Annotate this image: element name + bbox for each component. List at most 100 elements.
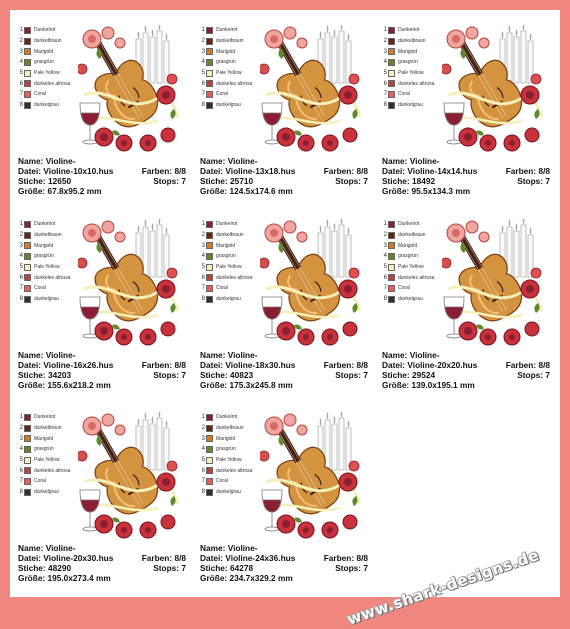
- legend-number: 6: [201, 274, 205, 281]
- watermark-text: www.shark-designs.de: [345, 545, 542, 629]
- legend-number: 5: [201, 457, 205, 464]
- design-name: Violine-: [409, 350, 440, 360]
- legend-row: 7 Coral: [18, 89, 98, 100]
- design-name: Violine-: [45, 156, 76, 166]
- color-swatch: [24, 69, 31, 77]
- design-info: Name: Violine- Datei: Violine-10x10.hus …: [18, 156, 186, 196]
- roses: [260, 220, 360, 346]
- legend-number: 7: [19, 285, 23, 292]
- color-swatch: [24, 435, 31, 443]
- stitches-label: Stiche:: [382, 370, 410, 380]
- stitches-label: Stiche:: [18, 176, 46, 186]
- legend-number: 1: [19, 27, 23, 34]
- legend-row: 6 dunkeles altrosa: [200, 465, 280, 476]
- legend-row: 3 Marigold: [382, 240, 462, 251]
- ribbon: [447, 91, 544, 118]
- stops-label: Stops:: [335, 563, 362, 573]
- legend-color-name: dunkelbraun: [34, 425, 62, 432]
- color-swatch: [206, 295, 213, 303]
- legend-row: 8 dunkelgrau: [18, 294, 98, 305]
- legend-color-name: Coral: [34, 285, 46, 292]
- legend-color-name: Dunkelrot: [34, 221, 56, 228]
- color-swatch: [24, 424, 31, 432]
- colors-label: Farben:: [505, 360, 537, 370]
- legend-color-name: Pale Yellow: [216, 264, 242, 271]
- legend-row: 5 Pale Yellow: [382, 68, 462, 79]
- color-swatch: [24, 48, 31, 56]
- legend-color-name: dunkelgrau: [216, 102, 241, 109]
- legend-number: 1: [201, 414, 205, 421]
- legend-number: 8: [19, 296, 23, 303]
- stops-label: Stops:: [335, 370, 362, 380]
- design-stops: 7: [545, 370, 550, 380]
- color-legend: 1 Dunkelrot 2 dunkelbraun 3 Marigold 4 grasgrün…: [200, 219, 280, 305]
- color-swatch: [206, 488, 213, 496]
- stitches-label: Stiche:: [382, 176, 410, 186]
- stitches-label: Stiche:: [200, 370, 228, 380]
- color-swatch: [206, 445, 213, 453]
- design-file: Violine-20x20.hus: [407, 360, 478, 370]
- legend-row: 2 dunkelbraun: [18, 423, 98, 434]
- colors-label: Farben:: [141, 553, 173, 563]
- legend-row: 7 Coral: [200, 283, 280, 294]
- legend-color-name: Dunkelrot: [398, 221, 420, 228]
- color-swatch: [24, 101, 31, 109]
- design-colors: 8/8: [538, 166, 550, 176]
- legend-number: 5: [201, 264, 205, 271]
- legend-color-name: Dunkelrot: [216, 27, 238, 34]
- color-legend: 1 Dunkelrot 2 dunkelbraun 3 Marigold 4 grasgrün…: [18, 25, 98, 111]
- legend-number: 6: [19, 467, 23, 474]
- legend-row: 1 Dunkelrot: [200, 219, 280, 230]
- legend-number: 3: [383, 242, 387, 249]
- colors-label: Farben:: [323, 553, 355, 563]
- legend-row: 3 Marigold: [200, 240, 280, 251]
- legend-color-name: Dunkelrot: [34, 414, 56, 421]
- legend-color-name: Marigold: [398, 242, 418, 249]
- color-swatch: [206, 231, 213, 239]
- violin-roses-artwork: [78, 25, 180, 152]
- legend-row: 1 Dunkelrot: [18, 25, 98, 36]
- legend-color-name: dunkelgrau: [34, 296, 59, 303]
- design-colors: 8/8: [356, 360, 368, 370]
- color-swatch: [388, 231, 395, 239]
- color-swatch: [388, 274, 395, 282]
- design-colors: 8/8: [538, 360, 550, 370]
- wine-glass: [79, 102, 101, 145]
- legend-number: 3: [19, 435, 23, 442]
- color-swatch: [388, 48, 395, 56]
- wine-glass: [261, 102, 283, 145]
- color-swatch: [388, 220, 395, 228]
- color-swatch: [388, 242, 395, 250]
- color-swatch: [24, 413, 31, 421]
- file-label: Datei:: [18, 360, 42, 370]
- legend-row: 3 Marigold: [200, 46, 280, 57]
- legend-row: 4 grasgrün: [18, 57, 98, 68]
- file-label: Datei:: [18, 166, 42, 176]
- legend-number: 1: [201, 221, 205, 228]
- design-stops: 7: [545, 176, 550, 186]
- color-swatch: [388, 263, 395, 271]
- legend-row: 3 Marigold: [200, 433, 280, 444]
- design-stitches: 64278: [229, 563, 254, 573]
- color-swatch: [24, 445, 31, 453]
- legend-number: 8: [201, 296, 205, 303]
- legend-row: 7 Coral: [382, 283, 462, 294]
- color-swatch: [206, 284, 213, 292]
- color-swatch: [24, 263, 31, 271]
- legend-row: 7 Coral: [200, 476, 280, 487]
- legend-row: 3 Marigold: [382, 46, 462, 57]
- legend-row: 5 Pale Yellow: [18, 262, 98, 273]
- color-swatch: [206, 242, 213, 250]
- legend-number: 7: [19, 478, 23, 485]
- wine-glass: [443, 102, 465, 145]
- file-label: Datei:: [18, 553, 42, 563]
- design-sheet: 1 Dunkelrot 2 dunkelbraun 3 Marigold 4 grasgrün…: [10, 10, 560, 629]
- color-swatch: [24, 284, 31, 292]
- violin-roses-artwork: [78, 219, 180, 346]
- color-legend: 1 Dunkelrot 2 dunkelbraun 3 Marigold 4 grasgrün…: [200, 412, 280, 498]
- legend-color-name: Coral: [34, 478, 46, 485]
- legend-color-name: dunkelbraun: [398, 232, 426, 239]
- design-name: Violine-: [227, 156, 258, 166]
- legend-number: 7: [201, 478, 205, 485]
- color-swatch: [24, 488, 31, 496]
